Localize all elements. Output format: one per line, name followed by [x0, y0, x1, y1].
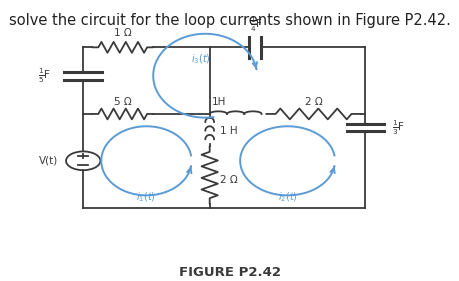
Text: $i_3(t)$: $i_3(t)$ — [190, 52, 210, 66]
Text: 2 Ω: 2 Ω — [219, 175, 237, 185]
Text: $\frac{1}{3}$F: $\frac{1}{3}$F — [391, 118, 404, 137]
Text: 1 H: 1 H — [219, 126, 237, 136]
Text: $\frac{1}{4}$F: $\frac{1}{4}$F — [250, 15, 263, 34]
Text: 5 Ω: 5 Ω — [114, 97, 131, 107]
Text: FIGURE P2.42: FIGURE P2.42 — [179, 266, 280, 279]
Text: 1 Ω: 1 Ω — [114, 28, 131, 38]
Text: V(t): V(t) — [39, 156, 58, 166]
Text: $i_1(t)$: $i_1(t)$ — [136, 191, 156, 204]
Text: 1H: 1H — [212, 97, 226, 106]
Text: $i_2(t)$: $i_2(t)$ — [277, 191, 297, 204]
Text: solve the circuit for the loop currents shown in Figure P2.42.: solve the circuit for the loop currents … — [9, 13, 450, 28]
Text: $\frac{1}{5}$F: $\frac{1}{5}$F — [38, 67, 51, 85]
Text: 2 Ω: 2 Ω — [304, 97, 322, 107]
